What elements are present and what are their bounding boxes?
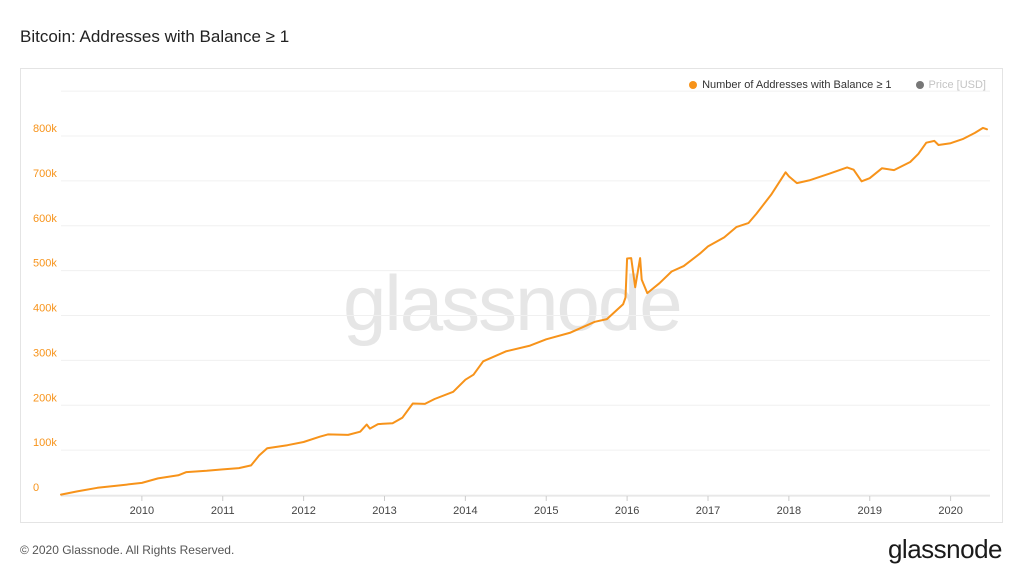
x-tick-label: 2015 [534,505,558,517]
y-tick-label: 700k [33,168,57,180]
y-tick-label: 0 [33,482,39,494]
chart-title: Bitcoin: Addresses with Balance ≥ 1 [20,27,290,46]
x-tick-label: 2012 [291,505,315,517]
x-tick-label: 2017 [696,505,720,517]
x-tick-label: 2019 [857,505,881,517]
y-tick-label: 400k [33,303,57,315]
legend-dot-icon [915,81,924,89]
x-tick-label: 2016 [615,505,639,517]
legend-dot-icon [689,81,698,89]
y-tick-label: 100k [33,437,57,449]
y-tick-label: 300k [33,347,57,359]
y-axis-ticks: 0 100k 200k 300k 400k 500k 600k 700k 800k [33,123,57,494]
chart-legend: Number of Addresses with Balance ≥ 1 Pri… [689,79,986,91]
y-tick-label: 600k [33,213,57,225]
copyright-text: © 2020 Glassnode. All Rights Reserved. [20,543,235,557]
legend-label: Number of Addresses with Balance ≥ 1 [702,79,892,91]
series-layer [60,126,988,496]
legend-item-addresses[interactable]: Number of Addresses with Balance ≥ 1 [689,79,892,91]
series-line-addresses [60,126,988,496]
x-axis-ticks: 2010 2011 2012 2013 2014 2015 2016 2017 2018 2019… [130,496,963,517]
x-tick-label: 2014 [453,505,477,517]
grid-lines [61,90,990,497]
legend-item-price[interactable]: Price [USD] [915,79,986,91]
y-tick-label: 800k [33,123,57,135]
brand-logo: glassnode [887,534,1003,564]
y-tick-label: 500k [33,258,57,270]
x-tick-label: 2020 [938,505,962,517]
chart-panel [20,68,1003,523]
x-tick-label: 2013 [372,505,396,517]
x-tick-label: 2018 [777,505,801,517]
x-tick-label: 2011 [211,505,235,517]
x-tick-label: 2010 [130,505,154,517]
legend-label: Price [USD] [928,79,986,91]
y-tick-label: 200k [33,392,57,404]
